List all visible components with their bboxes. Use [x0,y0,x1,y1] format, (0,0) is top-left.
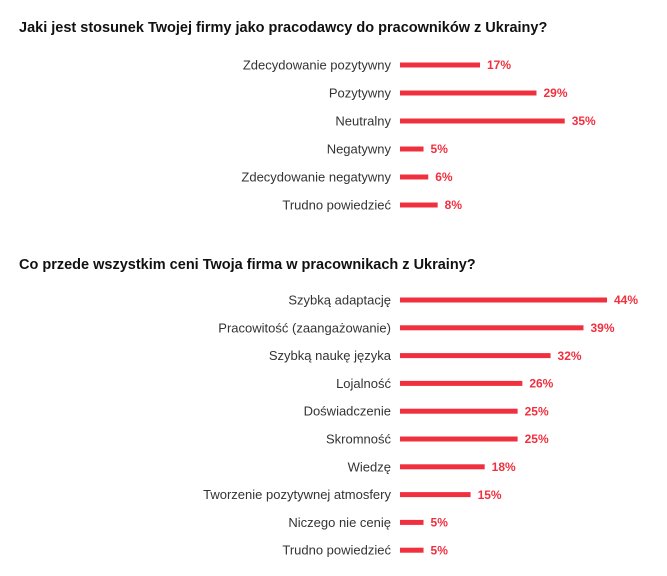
bar [400,90,537,96]
bar [400,118,565,124]
chart-2-plot: Szybką adaptację 44% Pracowitość (zaangażo… [203,293,638,558]
category-label: Trudno powiedzieć [282,198,391,213]
category-label: Pracowitość (zaangażowanie) [218,320,391,335]
category-label: Zdecydowanie pozytywny [243,58,392,73]
category-label: Lojalność [336,376,391,391]
bar [400,436,518,442]
category-label: Szybką naukę języka [269,348,392,363]
category-label: Pozytywny [329,86,392,101]
value-label: 29% [543,86,567,100]
category-label: Neutralny [335,114,391,129]
category-label: Tworzenie pozytywnej atmosfery [203,487,391,502]
bar [400,408,518,414]
bar [400,380,523,386]
chart-1-plot: Zdecydowanie pozytywny 17% Pozytywny 29% Neu… [241,58,596,213]
value-label: 35% [572,114,596,128]
bar [400,492,471,498]
value-label: 26% [529,377,553,391]
value-label: 5% [431,543,449,557]
value-label: 18% [492,460,516,474]
bar [400,297,607,303]
bar [400,62,480,68]
value-label: 8% [445,198,463,212]
value-label: 6% [435,170,453,184]
category-label: Szybką adaptację [288,293,391,308]
bar [400,519,424,525]
value-label: 32% [558,349,582,363]
value-label: 25% [525,404,549,418]
bar [400,464,485,470]
bar [400,325,584,331]
value-label: 17% [487,58,511,72]
category-label: Wiedzę [348,459,391,474]
category-label: Doświadczenie [304,404,391,419]
bar [400,353,551,359]
chart-2-title: Co przede wszystkim ceni Twoja firma w p… [19,257,476,273]
category-label: Skromność [326,432,392,447]
value-label: 5% [431,516,449,530]
chart-1-title: Jaki jest stosunek Twojej firmy jako pra… [19,20,548,36]
category-label: Niczego nie cenię [288,515,391,530]
category-label: Zdecydowanie negatywny [241,170,391,185]
bar [400,547,424,553]
bar [400,146,424,152]
bar [400,174,429,180]
bar [400,202,438,208]
value-label: 44% [614,293,638,307]
value-label: 5% [431,142,449,156]
category-label: Negatywny [327,142,392,157]
value-label: 39% [590,321,614,335]
value-label: 25% [525,432,549,446]
value-label: 15% [478,488,502,502]
category-label: Trudno powiedzieć [282,543,391,558]
